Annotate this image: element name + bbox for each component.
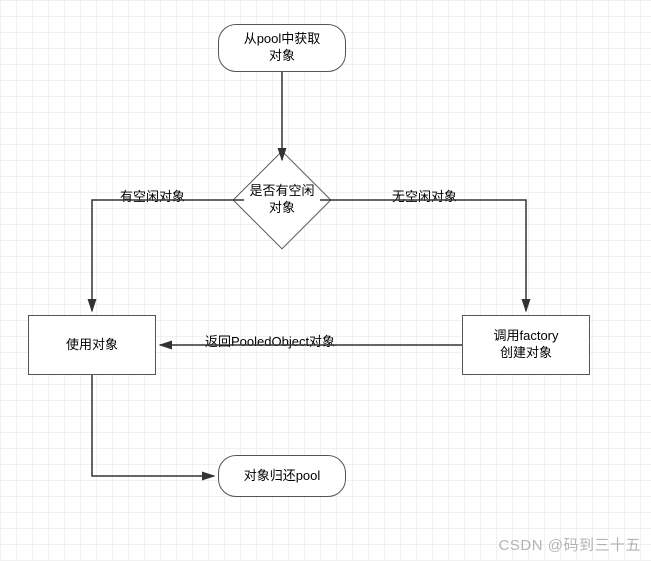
edge-label-pooled-object: 返回PooledObject对象 [205, 331, 335, 350]
node-use-label: 使用对象 [66, 337, 118, 354]
edge-label-no-idle: 无空闲对象 [392, 186, 457, 205]
node-factory: 调用factory创建对象 [462, 315, 590, 375]
watermark: CSDN @码到三十五 [499, 534, 641, 555]
node-return-label: 对象归还pool [244, 468, 321, 485]
node-decision: 是否有空闲对象 [247, 165, 317, 235]
node-decision-label: 是否有空闲对象 [249, 183, 314, 217]
node-use: 使用对象 [28, 315, 156, 375]
edge-label-has-idle: 有空闲对象 [120, 186, 185, 205]
node-start-label: 从pool中获取对象 [244, 31, 321, 65]
node-factory-label: 调用factory创建对象 [493, 328, 558, 362]
node-return: 对象归还pool [218, 455, 346, 497]
node-start: 从pool中获取对象 [218, 24, 346, 72]
